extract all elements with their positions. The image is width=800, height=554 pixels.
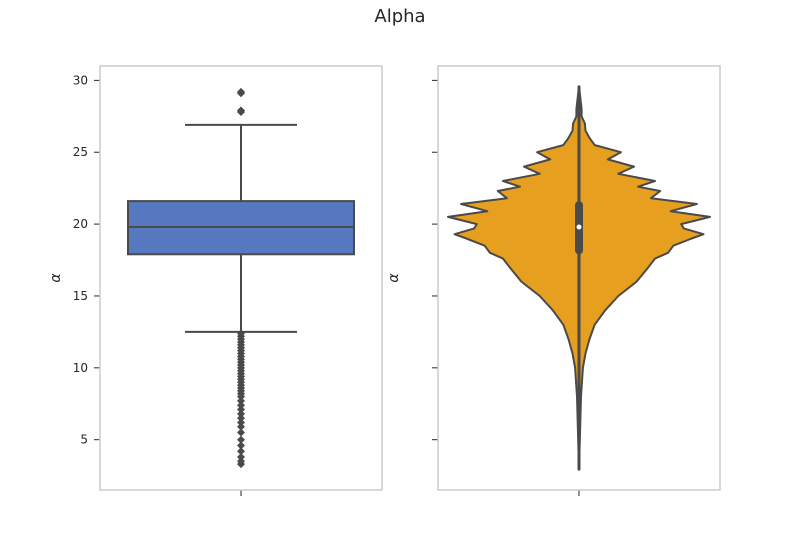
outlier-point	[237, 405, 245, 414]
outlier-point	[237, 409, 245, 418]
y-tick-label: 30	[73, 73, 88, 87]
outlier-point	[237, 401, 245, 410]
figure-title: Alpha	[374, 6, 426, 27]
outlier-point	[237, 396, 245, 405]
outlier-point	[237, 447, 245, 456]
axes-frame	[437, 65, 721, 491]
outlier-point	[237, 107, 245, 116]
panel-violin: α	[386, 65, 721, 496]
y-tick-label: 25	[73, 145, 88, 159]
outlier-point	[237, 435, 245, 444]
y-tick-label: 5	[80, 433, 88, 447]
axes-frame	[99, 65, 383, 491]
outlier-point	[237, 392, 245, 401]
y-tick-label: 20	[73, 217, 88, 231]
outlier-point	[237, 422, 245, 431]
outlier-point	[237, 418, 245, 427]
outlier-point	[237, 452, 245, 461]
panel-box: 5 10 15 20 25 30 α	[48, 65, 383, 496]
outlier-point	[237, 414, 245, 423]
outlier-point	[237, 441, 245, 450]
y-tick-label: 15	[73, 289, 88, 303]
y-tick-label: 10	[73, 361, 88, 375]
violin-median-dot	[576, 224, 582, 230]
y-axis-label: α	[386, 273, 402, 283]
outlier-point	[237, 89, 245, 98]
outlier-point	[237, 428, 245, 437]
y-axis-label: α	[48, 273, 64, 283]
outlier-point	[237, 460, 245, 469]
